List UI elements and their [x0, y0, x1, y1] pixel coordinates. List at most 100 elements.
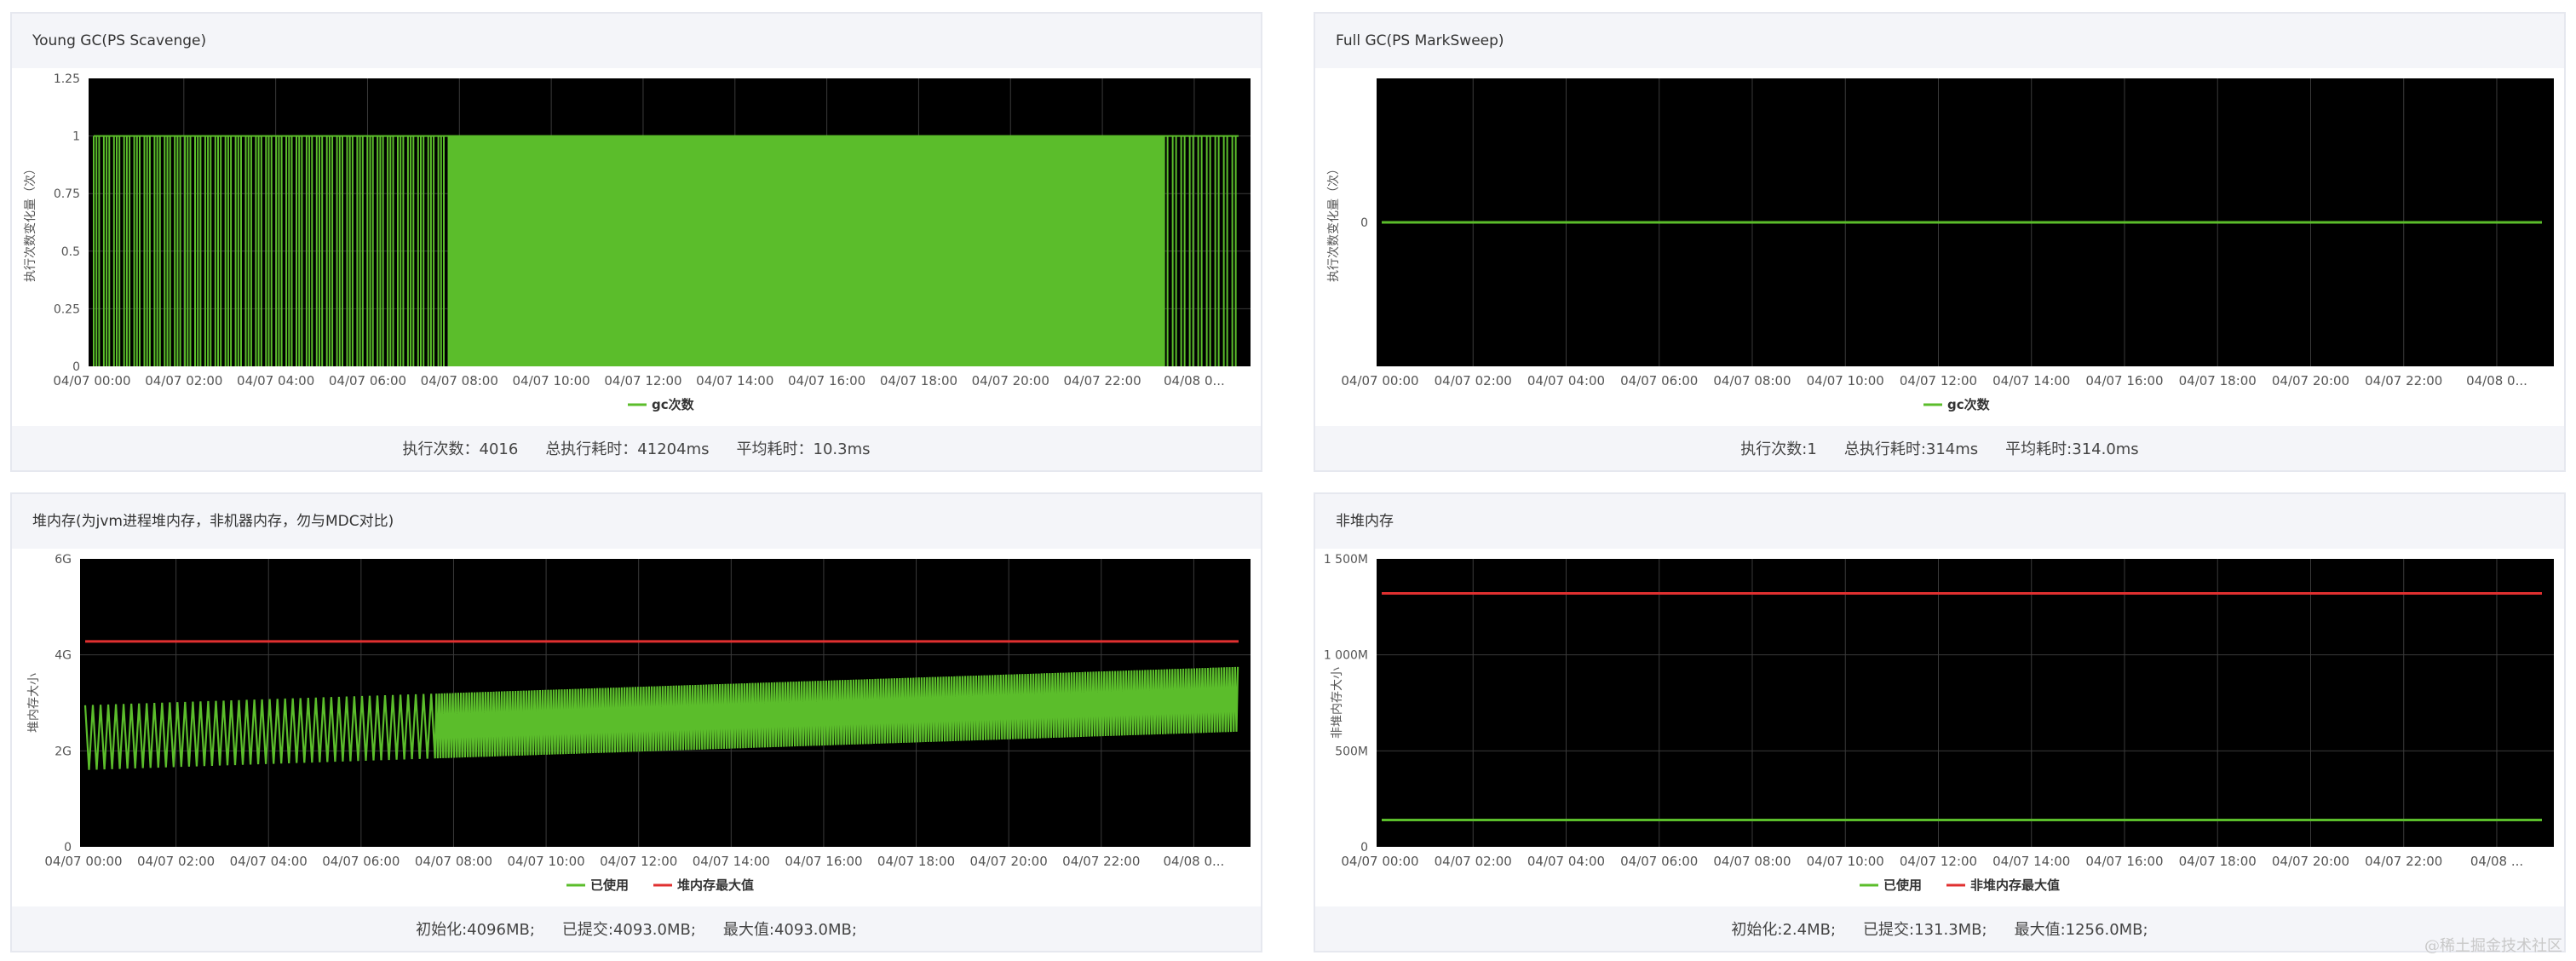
panel-title: 堆内存(为jvm进程堆内存，非机器内存，勿与MDC对比) [32, 513, 394, 530]
x-tick-label: 04/08 0... [2466, 373, 2527, 388]
panel-title: 非堆内存 [1336, 513, 1394, 530]
x-tick-label: 04/07 06:00 [1620, 854, 1698, 869]
full-gc-chart: 04/07 00:00 04/07 02:00 04/07 04:00 04/07 0… [1327, 78, 2554, 412]
y-axis-label: 执行次数变化量（次） [24, 163, 37, 282]
memory-committed: 已提交:131.3MB; [1863, 921, 1987, 939]
legend-item: gc次数 [628, 397, 695, 412]
y-tick-label: 4G [55, 649, 72, 663]
x-tick-label: 04/07 04:00 [1527, 854, 1605, 869]
x-tick-label: 04/07 02:00 [1435, 854, 1512, 869]
legend-label: 非堆内存最大值 [1970, 878, 2060, 893]
x-tick-label: 04/07 12:00 [600, 854, 677, 869]
gc-count: 执行次数:1 [1740, 440, 1817, 458]
x-tick-label: 04/07 10:00 [1807, 854, 1884, 869]
memory-committed: 已提交:4093.0MB; [561, 921, 696, 939]
young-gc-chart: 04/07 00:00 04/07 02:00 04/07 04:00 04/07 0… [24, 72, 1251, 412]
y-tick-label: 1 000M [1324, 649, 1368, 663]
x-tick-label: 04/07 04:00 [1527, 373, 1605, 388]
heap-memory-panel: 堆内存(为jvm进程堆内存，非机器内存，勿与MDC对比) 04/07 00:00… [10, 492, 1262, 952]
y-tick-label: 2G [55, 745, 72, 758]
x-tick-label: 04/07 08:00 [1713, 373, 1791, 388]
x-tick-label: 04/07 06:00 [322, 854, 400, 869]
y-tick-label: 0.25 [54, 302, 80, 316]
legend-item: 已使用 [566, 878, 629, 893]
x-tick-label: 04/07 14:00 [693, 854, 770, 869]
x-tick-label: 04/07 12:00 [604, 373, 681, 388]
x-tick-label: 04/07 18:00 [880, 373, 957, 388]
x-tick-label: 04/07 14:00 [696, 373, 773, 388]
x-tick-label: 04/07 18:00 [2179, 373, 2257, 388]
panel-footer: 执行次数：4016 总执行耗时：41204ms 平均耗时：10.3ms [12, 426, 1261, 470]
young-gc-panel: Young GC(PS Scavenge) 04/07 00:00 04/07 0… [10, 12, 1262, 472]
legend-label: gc次数 [652, 397, 695, 412]
panel-footer: 执行次数:1 总执行耗时:314ms 平均耗时:314.0ms [1315, 426, 2564, 470]
non-heap-memory-panel: 非堆内存 04/07 00:00 04/07 02:00 04/07 04:00 04… [1314, 492, 2566, 952]
y-axis-label: 堆内存大小 [27, 673, 41, 733]
series-dense-area [448, 135, 1164, 366]
x-tick-label: 04/07 10:00 [513, 373, 590, 388]
chart-container: 04/07 00:00 04/07 02:00 04/07 04:00 04/07 0… [12, 549, 1261, 906]
gc-total-time: 总执行耗时:314ms [1843, 440, 1979, 458]
x-tick-label: 04/07 18:00 [877, 854, 955, 869]
non-heap-memory-chart: 04/07 00:00 04/07 02:00 04/07 04:00 04/07 0… [1324, 553, 2554, 893]
x-tick-label: 04/07 22:00 [2365, 373, 2442, 388]
gc-avg-time: 平均耗时：10.3ms [736, 440, 871, 458]
legend-item: 已使用 [1860, 878, 1922, 893]
x-tick-label: 04/07 04:00 [230, 854, 308, 869]
x-tick-label: 04/07 00:00 [44, 854, 122, 869]
y-tick-label: 0 [1360, 216, 1368, 230]
x-tick-label: 04/07 16:00 [788, 373, 865, 388]
x-tick-label: 04/07 12:00 [1900, 373, 1977, 388]
x-tick-label: 04/07 14:00 [1992, 373, 2070, 388]
panel-footer: 初始化:4096MB; 已提交:4093.0MB; 最大值:4093.0MB; [12, 906, 1261, 951]
gc-total-time: 总执行耗时：41204ms [545, 440, 710, 458]
legend-label: 堆内存最大值 [677, 878, 754, 893]
x-tick-label: 04/07 08:00 [415, 854, 492, 869]
y-axis-label: 非堆内存大小 [1331, 667, 1344, 739]
x-tick-label: 04/07 00:00 [1341, 854, 1418, 869]
memory-init: 初始化:2.4MB; [1731, 921, 1837, 939]
x-tick-label: 04/07 08:00 [421, 373, 498, 388]
y-tick-label: 1.25 [54, 72, 80, 86]
legend-item: 堆内存最大值 [653, 878, 754, 893]
legend-item: gc次数 [1923, 397, 1991, 412]
y-tick-label: 0 [64, 841, 72, 855]
y-tick-label: 6G [55, 553, 72, 567]
memory-init: 初始化:4096MB; [416, 921, 535, 939]
x-tick-label: 04/07 06:00 [329, 373, 406, 388]
y-tick-label: 1 500M [1324, 553, 1368, 567]
legend-label: gc次数 [1947, 397, 1991, 412]
panel-footer: 初始化:2.4MB; 已提交:131.3MB; 最大值:1256.0MB; [1315, 906, 2564, 951]
x-tick-label: 04/07 10:00 [507, 854, 584, 869]
full-gc-panel: Full GC(PS MarkSweep) 04/07 00:00 04/07 0… [1314, 12, 2566, 472]
x-tick-label: 04/07 12:00 [1900, 854, 1977, 869]
panel-title: Young GC(PS Scavenge) [32, 32, 207, 49]
x-tick-label: 04/07 02:00 [137, 854, 215, 869]
y-axis-label: 执行次数变化量（次） [1327, 163, 1341, 282]
x-tick-label: 04/07 00:00 [53, 373, 130, 388]
series-path [83, 666, 1239, 770]
x-tick-label: 04/07 06:00 [1620, 373, 1698, 388]
x-tick-label: 04/08 0... [1164, 373, 1225, 388]
x-tick-label: 04/07 02:00 [1435, 373, 1512, 388]
x-tick-label: 04/07 20:00 [2272, 854, 2349, 869]
y-tick-label: 1 [72, 130, 80, 144]
x-tick-label: 04/07 00:00 [1341, 373, 1418, 388]
x-tick-label: 04/07 10:00 [1807, 373, 1884, 388]
x-tick-label: 04/07 02:00 [145, 373, 222, 388]
x-tick-label: 04/07 16:00 [2085, 373, 2163, 388]
x-tick-label: 04/07 22:00 [1063, 373, 1141, 388]
chart-container: 04/07 00:00 04/07 02:00 04/07 04:00 04/07 0… [12, 68, 1261, 426]
x-tick-label: 04/07 20:00 [972, 373, 1049, 388]
x-tick-label: 04/07 16:00 [2085, 854, 2163, 869]
x-tick-label: 04/08 0... [1163, 854, 1224, 869]
x-tick-label: 04/07 18:00 [2179, 854, 2257, 869]
plot-background [1377, 559, 2554, 847]
x-tick-label: 04/07 22:00 [1062, 854, 1140, 869]
x-tick-label: 04/07 08:00 [1713, 854, 1791, 869]
legend-label: 已使用 [590, 878, 629, 893]
chart-container: 04/07 00:00 04/07 02:00 04/07 04:00 04/07 0… [1315, 549, 2564, 906]
gc-count: 执行次数：4016 [402, 440, 519, 458]
panel-title: Full GC(PS MarkSweep) [1336, 32, 1504, 49]
x-tick-label: 04/07 14:00 [1992, 854, 2070, 869]
